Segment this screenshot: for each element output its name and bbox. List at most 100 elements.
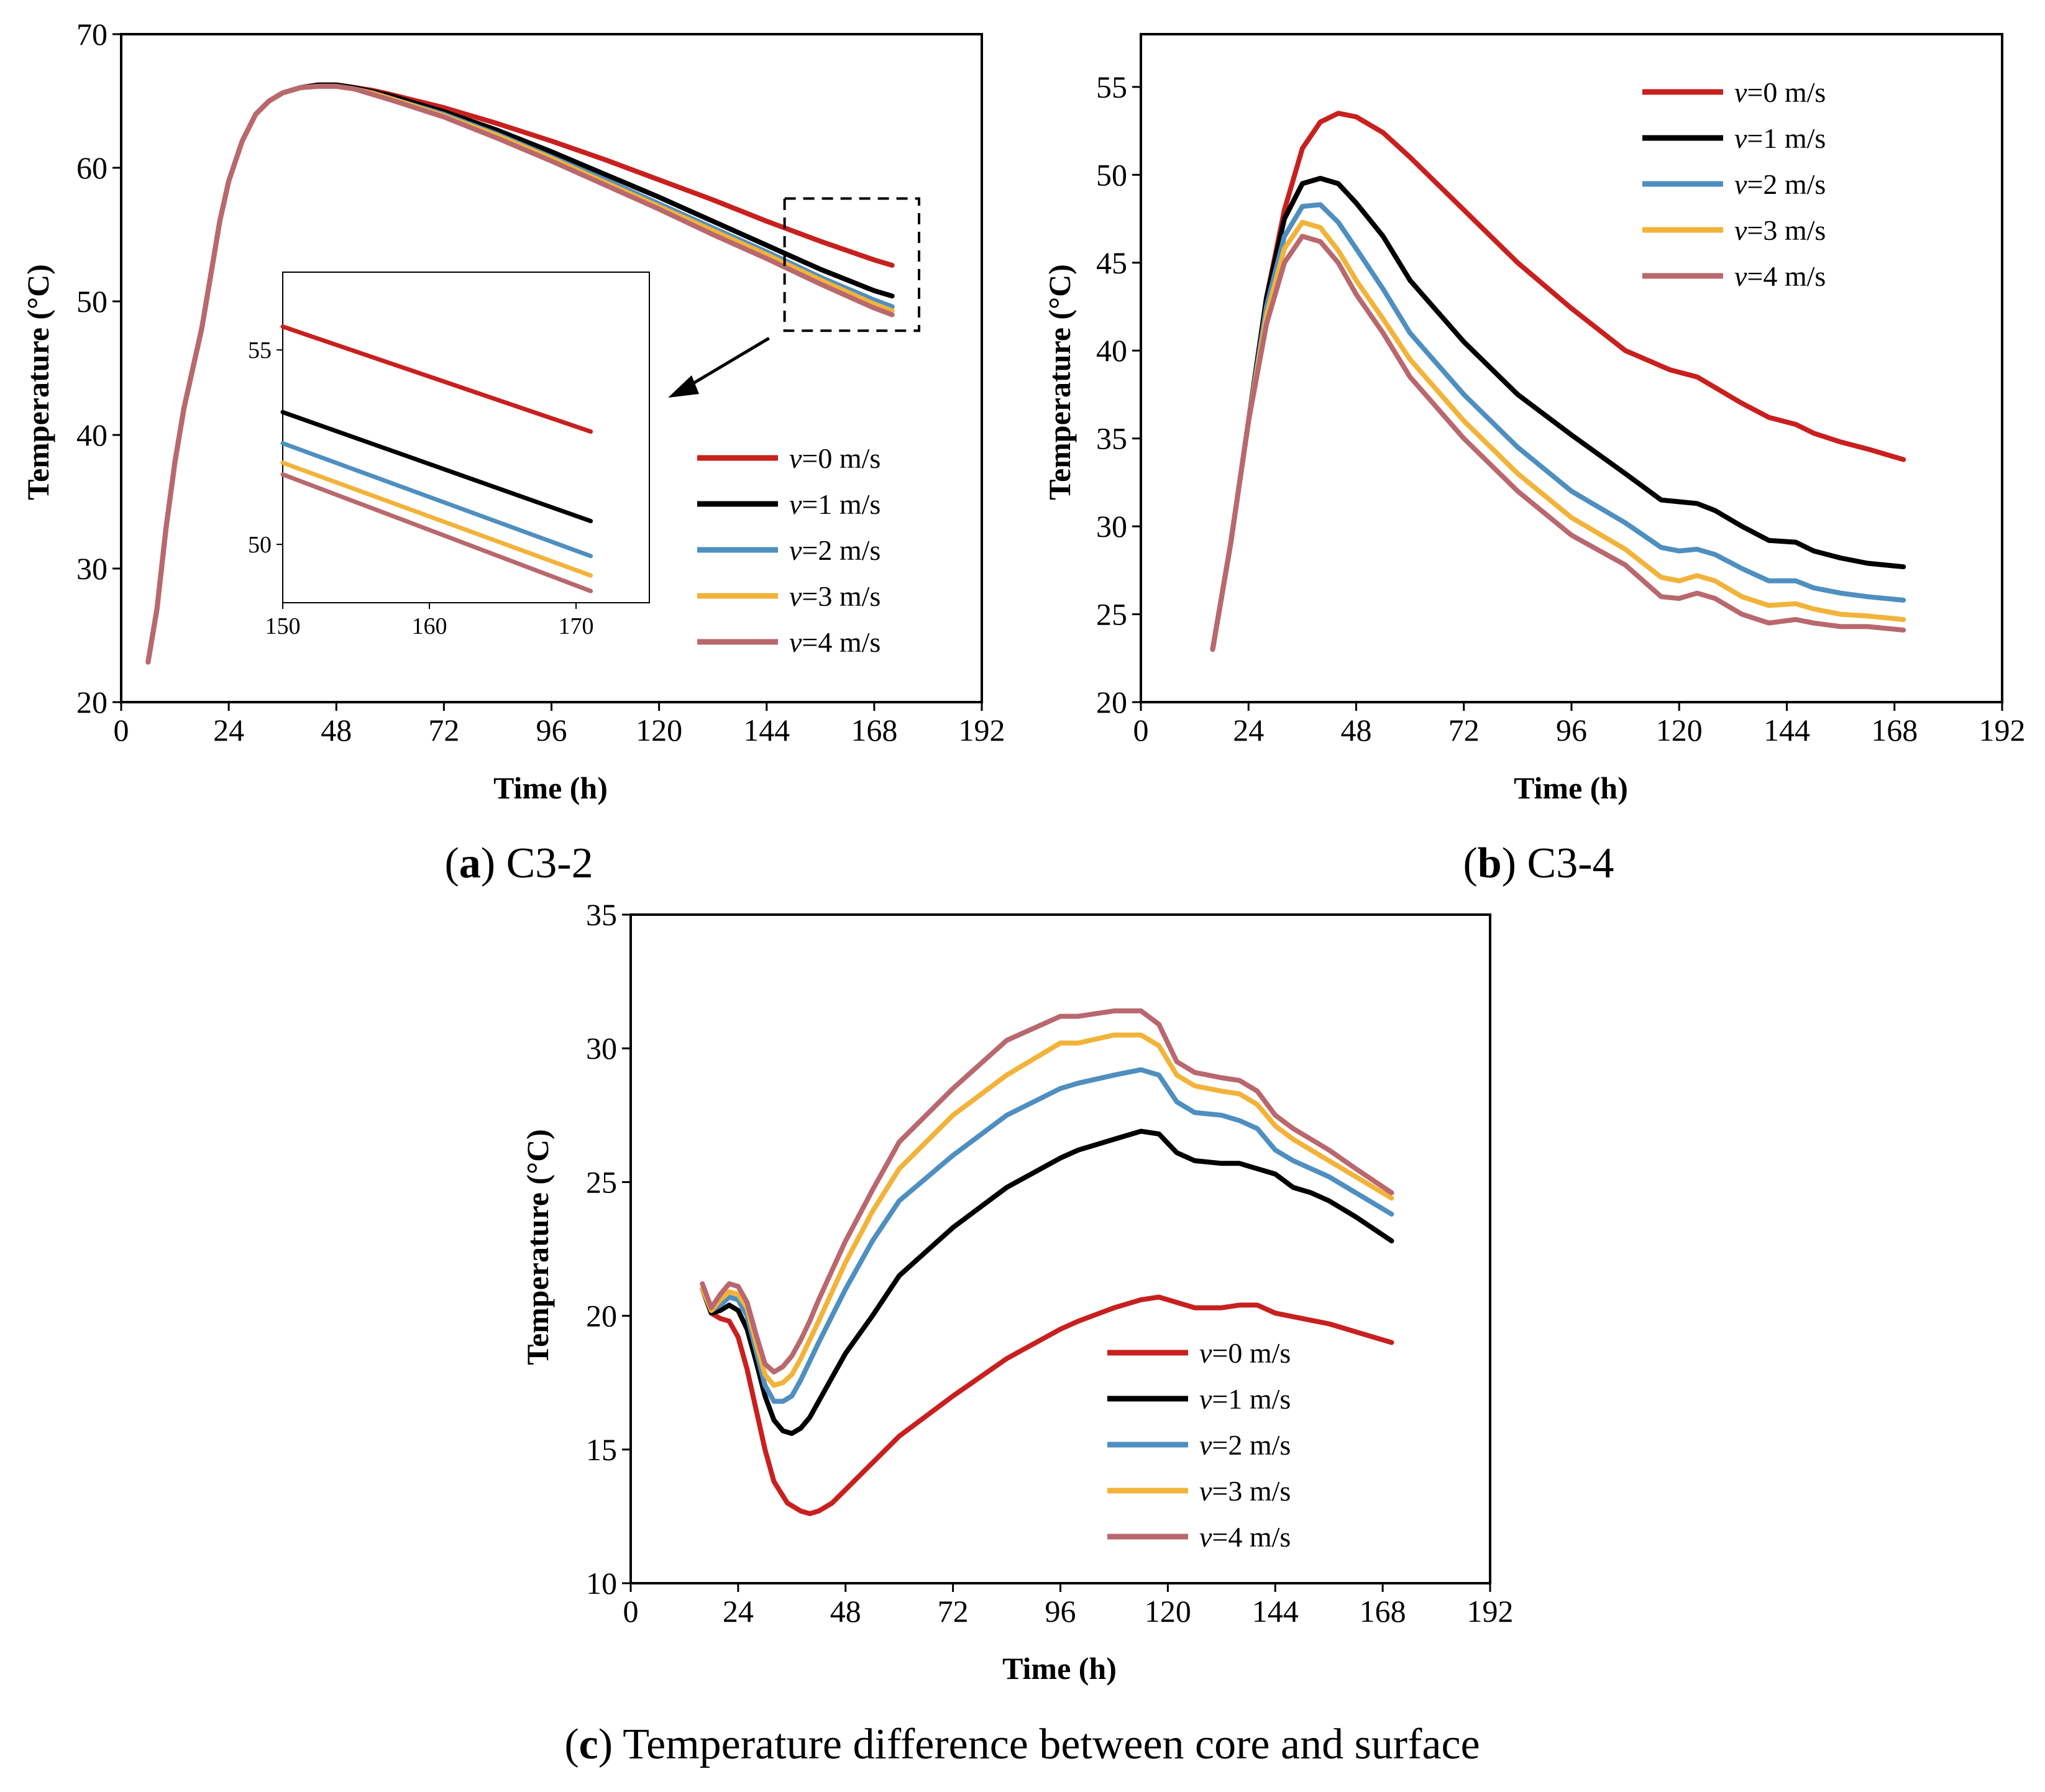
panel-b-chart: Temperature (°C) Time (h) 0 24 48 72 96 120 14… (1042, 33, 2026, 805)
legend-variable: v (1734, 76, 1747, 108)
legend-variable: v (1199, 1337, 1212, 1369)
legend-label-v2: v=2 m/s (789, 534, 881, 566)
legend-variable: v (789, 488, 802, 520)
x-tick-label: 168 (851, 713, 897, 747)
x-tick-label: 24 (723, 1594, 754, 1629)
panel-b-caption-letter: b (1478, 839, 1502, 887)
y-tick-label: 10 (586, 1566, 617, 1601)
zoom-arrow-line (680, 337, 770, 392)
legend-value: =2 m/s (1747, 168, 1826, 200)
x-tick-label: 48 (1341, 713, 1372, 747)
x-tick-label: 192 (1979, 713, 2026, 747)
inset-y-tick-label: 55 (248, 337, 272, 363)
legend-label-v3: v=3 m/s (1199, 1475, 1291, 1507)
inset-series-line-v2 (280, 441, 593, 559)
legend-label-v4: v=4 m/s (1199, 1521, 1291, 1553)
legend-value: =1 m/s (1747, 122, 1826, 154)
x-tick-label: 24 (213, 713, 244, 747)
panel-c-caption-text: Temperature difference between core and … (613, 1721, 1480, 1768)
y-tick-label: 30 (76, 551, 108, 586)
y-tick-label: 25 (586, 1164, 617, 1199)
legend-value: =4 m/s (1747, 260, 1826, 292)
legend-variable: v (1199, 1429, 1212, 1461)
y-tick-label: 30 (586, 1031, 617, 1066)
x-tick-label: 72 (428, 713, 459, 747)
legend-value: =1 m/s (802, 488, 881, 520)
legend-label-v4: v=4 m/s (1734, 260, 1826, 292)
inset-series-line-v1 (280, 409, 593, 524)
inset-y-tick-label: 50 (248, 532, 272, 558)
y-tick-label: 20 (76, 685, 108, 720)
x-tick-label: 144 (1764, 713, 1810, 747)
y-tick-label: 55 (1096, 70, 1127, 104)
y-tick-label: 40 (76, 418, 108, 452)
series-line-v3 (1210, 219, 1906, 652)
y-tick-label: 40 (1096, 333, 1127, 368)
plot-frame (1140, 33, 2003, 703)
x-tick-label: 120 (1656, 713, 1703, 747)
x-tick-label: 72 (1448, 713, 1480, 747)
legend-label-v1: v=1 m/s (1199, 1383, 1291, 1415)
y-tick-label: 15 (586, 1432, 617, 1467)
x-tick-label: 192 (1467, 1594, 1514, 1629)
legend-label-v2: v=2 m/s (1734, 168, 1826, 200)
series-line-v0 (1210, 111, 1906, 652)
zoom-arrow-head (668, 375, 699, 398)
legend-value: =0 m/s (1212, 1337, 1291, 1369)
panel-c-caption: (c) Temperature difference between core … (564, 1721, 1480, 1768)
legend-value: =3 m/s (1212, 1475, 1291, 1507)
x-tick-label: 120 (636, 713, 682, 747)
legend-value: =4 m/s (802, 626, 881, 658)
inset-x-tick-label: 150 (265, 613, 301, 639)
zoom-box (783, 197, 921, 332)
legend-variable: v (1734, 260, 1747, 292)
y-tick-label: 30 (1096, 509, 1127, 544)
y-tick-label: 60 (76, 150, 108, 185)
legend-variable: v (789, 442, 802, 474)
series-line-v4 (700, 1008, 1394, 1374)
legend-label-v1: v=1 m/s (1734, 122, 1826, 154)
panel-a-caption-text: C3-2 (495, 839, 593, 887)
legend-variable: v (1734, 168, 1747, 200)
panel-a-caption-letter: a (459, 839, 481, 887)
legend-label-v1: v=1 m/s (789, 488, 881, 520)
panel-b-caption-text: C3-4 (1516, 839, 1614, 887)
inset-series-line-v0 (280, 324, 593, 434)
legend-label-v3: v=3 m/s (1734, 214, 1826, 246)
plot-frame (629, 913, 1491, 1584)
series-line-v0 (700, 1286, 1394, 1517)
y-tick-label: 20 (1096, 685, 1127, 720)
x-tick-label: 96 (1556, 713, 1587, 747)
legend-variable: v (1199, 1521, 1212, 1553)
legend-variable: v (1734, 214, 1747, 246)
y-tick-label: 45 (1096, 245, 1127, 280)
legend-value: =0 m/s (1747, 76, 1826, 108)
panel-b-xlabel: Time (h) (1514, 770, 1628, 805)
legend-variable: v (789, 580, 802, 612)
series-line-v4 (145, 83, 895, 665)
x-tick-label: 0 (623, 1594, 639, 1629)
series-line-v1 (1210, 176, 1906, 652)
panel-c-xlabel: Time (h) (1002, 1651, 1117, 1686)
legend-value: =4 m/s (1212, 1521, 1291, 1553)
legend-value: =2 m/s (802, 534, 881, 566)
y-tick-label: 25 (1096, 597, 1127, 632)
x-tick-label: 144 (1252, 1594, 1299, 1629)
x-tick-label: 0 (1133, 713, 1149, 747)
panel-a-chart: Temperature (°C) Time (h) 0 24 48 72 96 120 14… (21, 17, 1005, 805)
x-tick-label: 0 (114, 713, 129, 747)
y-tick-label: 35 (1096, 421, 1127, 456)
legend-value: =1 m/s (1212, 1383, 1291, 1415)
x-tick-label: 48 (321, 713, 352, 747)
legend-variable: v (1734, 122, 1747, 154)
series-line-v4 (1210, 234, 1906, 652)
legend-label-v0: v=0 m/s (1734, 76, 1826, 108)
x-tick-label: 72 (938, 1594, 969, 1629)
inset-x-tick-label: 170 (559, 613, 594, 639)
legend-variable: v (789, 534, 802, 566)
panel-c-ylabel: Temperature (°C) (520, 1129, 555, 1365)
legend-label-v2: v=2 m/s (1199, 1429, 1291, 1461)
y-tick-label: 35 (586, 897, 617, 932)
x-tick-label: 144 (743, 713, 790, 747)
x-tick-label: 168 (1360, 1594, 1406, 1629)
